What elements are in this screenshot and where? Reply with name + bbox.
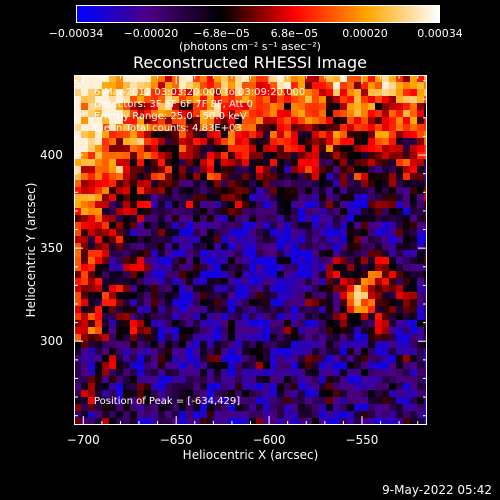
x-tick-label: −650	[159, 433, 193, 447]
colorbar	[76, 5, 440, 23]
y-axis-label: Heliocentric Y (arcsec)	[24, 182, 38, 318]
x-tick-label: −550	[345, 433, 379, 447]
colorbar-tick-label: 0.00020	[342, 27, 388, 40]
info-time-range: 6-Mar-2012 03:03:20.000 to 03:09:20.000	[94, 87, 306, 98]
info-energy-range: Energy Range: 25.0 - 50.0 keV	[94, 111, 247, 122]
colorbar-tick-label: −0.00020	[123, 27, 179, 40]
info-clean: Clean Total counts: 4.83E+03	[94, 123, 242, 134]
plot-title: Reconstructed RHESSI Image	[133, 53, 367, 72]
plot-frame	[74, 75, 427, 425]
colorbar-tick-label: −6.8e−05	[193, 27, 250, 40]
colorbar-tick-label: 0.00034	[417, 27, 463, 40]
colorbar-units: (photons cm⁻² s⁻¹ asec⁻²)	[179, 40, 321, 53]
x-tick-label: −600	[252, 433, 286, 447]
colorbar-tick-label: 6.8e−05	[270, 27, 319, 40]
plot-area: 6-Mar-2012 03:03:20.000 to 03:09:20.000 …	[74, 75, 427, 425]
info-detectors: Detectors: 3F 5F 6F 7F 8F, Att 0	[94, 99, 254, 110]
x-axis-label: Heliocentric X (arcsec)	[182, 448, 319, 462]
y-tick-label: 300	[40, 334, 63, 349]
colorbar-tick-label: −0.00034	[48, 27, 104, 40]
y-tick-label: 400	[40, 148, 63, 163]
peak-position-label: Position of Peak = [-634,429]	[94, 396, 241, 407]
timestamp: 9-May-2022 05:42	[382, 483, 492, 497]
y-tick-label: 350	[40, 241, 63, 256]
x-tick-label: −700	[66, 433, 100, 447]
